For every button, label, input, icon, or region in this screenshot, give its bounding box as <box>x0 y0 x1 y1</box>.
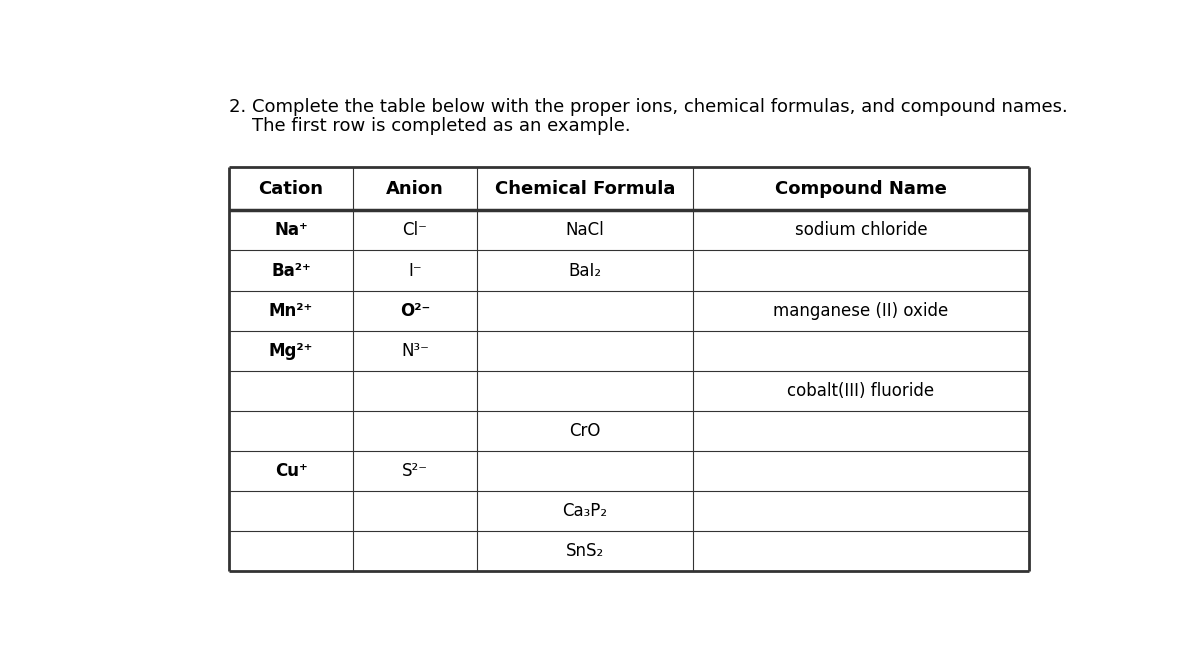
Text: cobalt(III) fluoride: cobalt(III) fluoride <box>787 382 935 400</box>
Text: Compound Name: Compound Name <box>775 180 947 198</box>
Text: CrO: CrO <box>569 422 601 440</box>
Text: Na⁺: Na⁺ <box>274 221 308 239</box>
Text: Anion: Anion <box>386 180 444 198</box>
Text: 2. Complete the table below with the proper ions, chemical formulas, and compoun: 2. Complete the table below with the pro… <box>229 98 1068 116</box>
Text: I⁻: I⁻ <box>408 261 422 279</box>
Text: Cl⁻: Cl⁻ <box>402 221 427 239</box>
Text: Cu⁺: Cu⁺ <box>275 462 307 480</box>
Text: Mn²⁺: Mn²⁺ <box>269 302 313 320</box>
Text: Mg²⁺: Mg²⁺ <box>269 342 313 360</box>
Text: Chemical Formula: Chemical Formula <box>494 180 676 198</box>
Text: Ba²⁺: Ba²⁺ <box>271 261 311 279</box>
Text: S²⁻: S²⁻ <box>402 462 428 480</box>
Text: Cation: Cation <box>258 180 324 198</box>
Text: NaCl: NaCl <box>565 221 605 239</box>
Text: BaI₂: BaI₂ <box>569 261 601 279</box>
Text: O²⁻: O²⁻ <box>400 302 430 320</box>
Text: Ca₃P₂: Ca₃P₂ <box>563 502 607 520</box>
Text: The first row is completed as an example.: The first row is completed as an example… <box>229 116 631 135</box>
Text: SnS₂: SnS₂ <box>566 543 604 561</box>
Text: manganese (II) oxide: manganese (II) oxide <box>773 302 948 320</box>
Text: N³⁻: N³⁻ <box>401 342 428 360</box>
Text: sodium chloride: sodium chloride <box>794 221 928 239</box>
